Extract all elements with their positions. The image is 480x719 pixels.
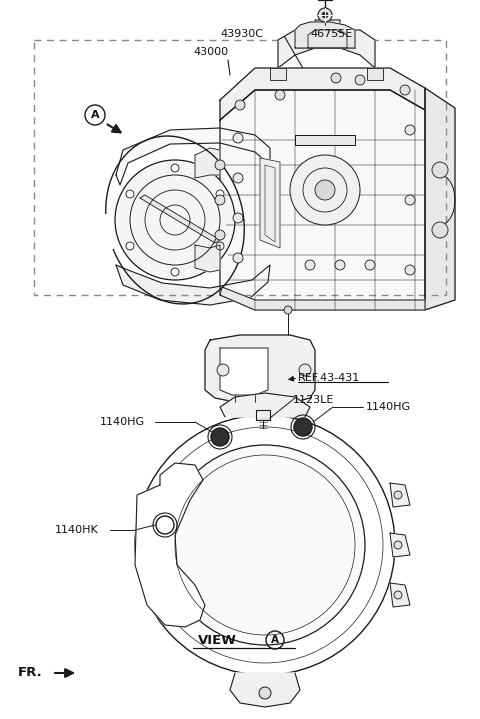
Polygon shape [295, 135, 355, 145]
Circle shape [394, 491, 402, 499]
Circle shape [233, 253, 243, 263]
Text: A: A [271, 635, 279, 645]
Circle shape [235, 100, 245, 110]
Polygon shape [295, 22, 355, 48]
Circle shape [290, 155, 360, 225]
Circle shape [259, 687, 271, 699]
Polygon shape [220, 287, 425, 310]
Circle shape [432, 162, 448, 178]
Circle shape [233, 133, 243, 143]
Circle shape [315, 180, 335, 200]
Text: FR.: FR. [18, 667, 43, 679]
Circle shape [284, 306, 292, 314]
Text: 43930C: 43930C [220, 29, 263, 39]
Circle shape [331, 73, 341, 83]
Polygon shape [260, 158, 280, 248]
Circle shape [405, 125, 415, 135]
Polygon shape [230, 673, 300, 707]
Polygon shape [135, 463, 205, 627]
Polygon shape [425, 88, 455, 310]
Polygon shape [256, 410, 270, 420]
Circle shape [365, 260, 375, 270]
Polygon shape [367, 68, 383, 80]
Polygon shape [220, 348, 268, 395]
Text: VIEW: VIEW [198, 633, 237, 646]
Polygon shape [220, 393, 310, 417]
Polygon shape [205, 335, 315, 402]
Polygon shape [220, 90, 425, 310]
Circle shape [432, 222, 448, 238]
Circle shape [318, 8, 332, 22]
Circle shape [165, 445, 365, 645]
Polygon shape [116, 128, 270, 185]
Text: 46755E: 46755E [310, 29, 352, 39]
Polygon shape [220, 68, 425, 120]
Polygon shape [390, 583, 410, 607]
Text: 1140HG: 1140HG [366, 402, 411, 412]
Polygon shape [195, 245, 220, 272]
Circle shape [215, 230, 225, 240]
Circle shape [294, 418, 312, 436]
Text: A: A [91, 110, 99, 120]
Text: 43000: 43000 [193, 47, 228, 57]
Circle shape [335, 260, 345, 270]
Circle shape [115, 160, 235, 280]
Circle shape [400, 85, 410, 95]
Circle shape [355, 75, 365, 85]
Polygon shape [390, 533, 410, 557]
Circle shape [215, 160, 225, 170]
Circle shape [394, 591, 402, 599]
Circle shape [299, 364, 311, 376]
Circle shape [275, 90, 285, 100]
Text: 1140HK: 1140HK [55, 525, 99, 535]
Circle shape [405, 195, 415, 205]
Circle shape [233, 213, 243, 223]
Circle shape [394, 541, 402, 549]
Circle shape [217, 364, 229, 376]
Text: 1140HG: 1140HG [100, 417, 145, 427]
Bar [34, 40, 446, 295]
Circle shape [233, 173, 243, 183]
Polygon shape [140, 195, 220, 243]
Circle shape [305, 260, 315, 270]
Circle shape [322, 12, 328, 18]
Polygon shape [116, 265, 270, 305]
Polygon shape [195, 148, 220, 178]
Circle shape [135, 415, 395, 675]
Text: REF.43-431: REF.43-431 [298, 373, 360, 383]
Circle shape [211, 428, 229, 446]
Polygon shape [390, 483, 410, 507]
Polygon shape [270, 68, 286, 80]
Text: 1123LE: 1123LE [293, 395, 335, 405]
Circle shape [215, 195, 225, 205]
Circle shape [405, 265, 415, 275]
Polygon shape [278, 20, 375, 68]
Circle shape [156, 516, 174, 534]
